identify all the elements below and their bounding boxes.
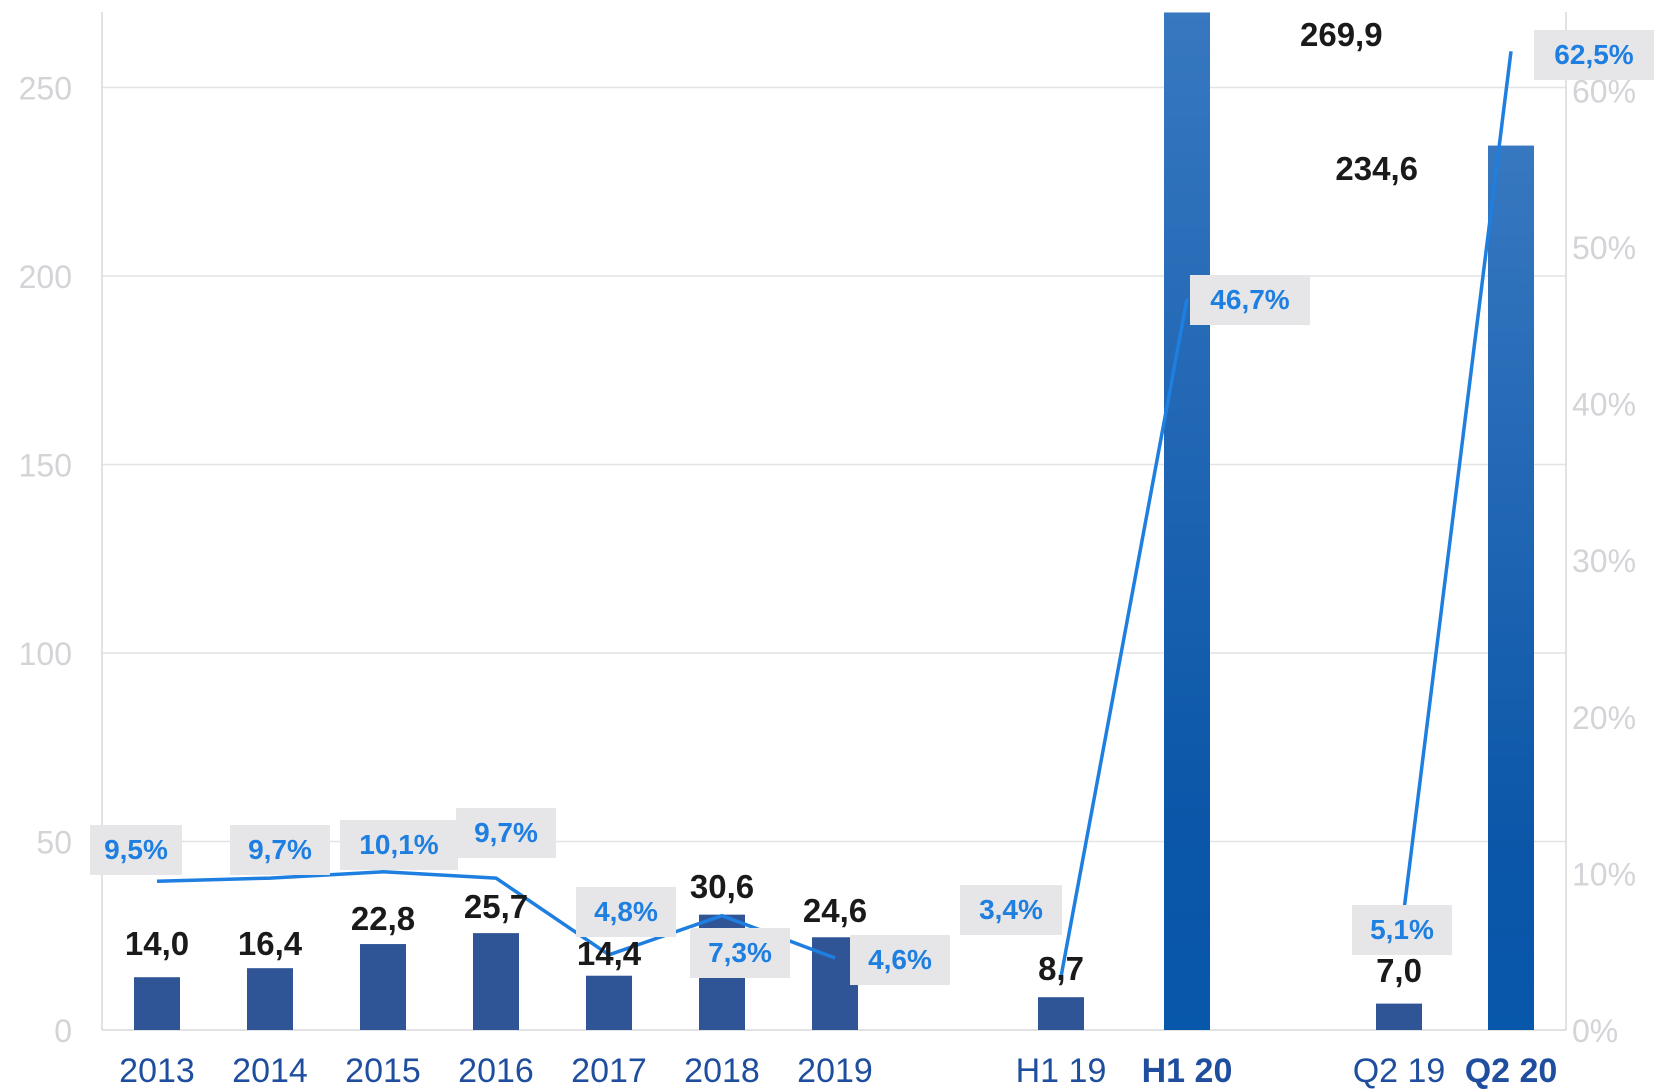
percent-label-box (690, 928, 790, 978)
percent-label: 9,5% (104, 834, 168, 865)
percent-label-box (90, 825, 182, 875)
percent-label-box (1352, 905, 1452, 955)
percent-label-box (340, 820, 458, 870)
y-left-tick-label: 200 (19, 259, 72, 295)
bar-value-label: 234,6 (1335, 150, 1418, 187)
y-right-tick-label: 20% (1572, 700, 1636, 736)
y-left-tick-label: 0 (54, 1013, 72, 1049)
bar-2016 (473, 933, 519, 1030)
percent-label: 9,7% (248, 834, 312, 865)
percent-label: 9,7% (474, 817, 538, 848)
x-tick-label: H1 19 (1016, 1052, 1107, 1090)
bar-q2-20 (1488, 145, 1534, 1031)
x-tick-label: 2018 (684, 1052, 760, 1090)
x-tick-label: Q2 19 (1353, 1052, 1446, 1090)
percent-label-box (576, 887, 676, 937)
percent-label: 10,1% (359, 829, 438, 860)
percent-label: 4,8% (594, 896, 658, 927)
y-right-tick-label: 40% (1572, 387, 1636, 423)
percent-label-box (1534, 30, 1654, 80)
line-segment-1 (156, 870, 836, 960)
y-right-tick-label: 0% (1572, 1013, 1618, 1049)
line-segment-2 (1059, 298, 1189, 978)
bar-value-label: 14,4 (577, 935, 642, 972)
x-tick-label: 2019 (797, 1052, 873, 1090)
bar-value-label: 14,0 (125, 925, 189, 962)
percent-label-box (960, 885, 1062, 935)
bar-h1-19 (1038, 997, 1084, 1030)
percent-label-box (850, 935, 950, 985)
percent-label: 3,4% (979, 894, 1043, 925)
bar-2017 (586, 975, 632, 1030)
bar-h1-20 (1164, 12, 1210, 1031)
y-left-tick-label: 50 (36, 825, 72, 861)
percent-label: 4,6% (868, 944, 932, 975)
x-tick-label: 2016 (458, 1052, 534, 1090)
y-left-tick-label: 250 (19, 71, 72, 107)
x-tick-label: 2017 (571, 1052, 647, 1090)
bar-2013 (134, 977, 180, 1030)
line-segment-3 (1397, 51, 1513, 951)
bar-q2-19 (1376, 1003, 1422, 1030)
x-tick-label: 2014 (232, 1052, 308, 1090)
percent-label-box (230, 825, 330, 875)
bar-value-label: 30,6 (690, 868, 754, 905)
percent-label: 5,1% (1370, 914, 1434, 945)
y-right-tick-label: 10% (1572, 856, 1636, 892)
y-left-tick-label: 100 (19, 636, 72, 672)
x-tick-label: H1 20 (1142, 1052, 1233, 1090)
y-left-tick-label: 150 (19, 448, 72, 484)
percent-label: 46,7% (1210, 284, 1289, 315)
bar-value-label: 7,0 (1376, 952, 1422, 989)
percent-label: 62,5% (1554, 39, 1633, 70)
bar-value-label: 16,4 (238, 925, 303, 962)
bar-2014 (247, 968, 293, 1030)
bar-value-label: 24,6 (803, 892, 867, 929)
bar-2015 (360, 944, 406, 1030)
y-right-tick-label: 30% (1572, 543, 1636, 579)
bar-value-label: 8,7 (1038, 950, 1084, 987)
x-tick-label: 2015 (345, 1052, 421, 1090)
percent-label: 7,3% (708, 937, 772, 968)
y-right-tick-label: 50% (1572, 230, 1636, 266)
x-tick-label: Q2 20 (1465, 1052, 1558, 1090)
bar-value-label: 269,9 (1300, 16, 1383, 53)
percent-label-box (1190, 275, 1310, 325)
x-tick-label: 2013 (119, 1052, 195, 1090)
bar-value-label: 25,7 (464, 888, 528, 925)
percent-label-box (456, 808, 556, 858)
bar-value-label: 22,8 (351, 900, 415, 937)
